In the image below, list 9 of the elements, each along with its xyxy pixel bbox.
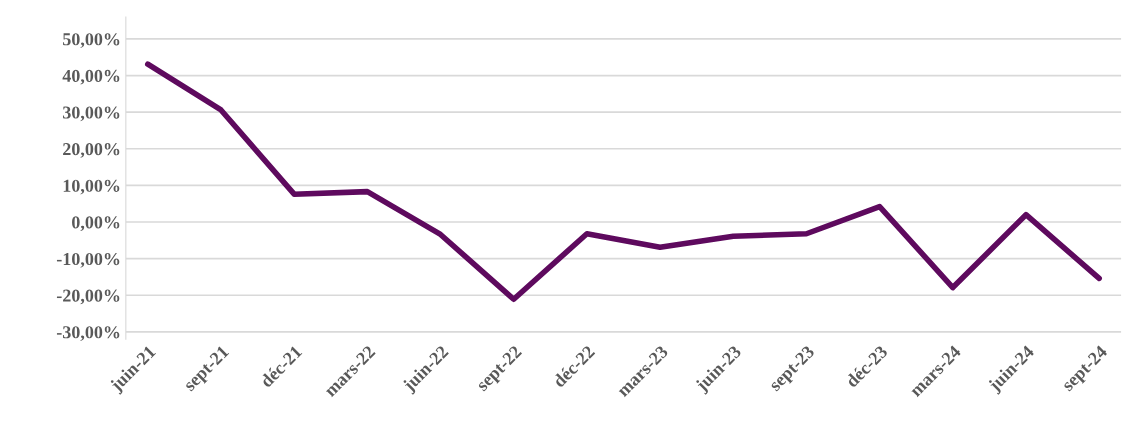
y-tick-label: 0,00% [72,216,120,232]
y-tick-label: 40,00% [62,69,120,85]
y-tick-label: 10,00% [63,179,120,195]
y-tick-label: 20,00% [63,143,120,158]
y-tick-label: -20,00% [56,289,120,305]
y-tick-label: 30,00% [62,106,120,122]
y-tick-label: 50,00% [63,33,120,48]
y-tick-label: -10,00% [56,252,120,268]
y-tick-label: -30,00% [56,326,120,341]
